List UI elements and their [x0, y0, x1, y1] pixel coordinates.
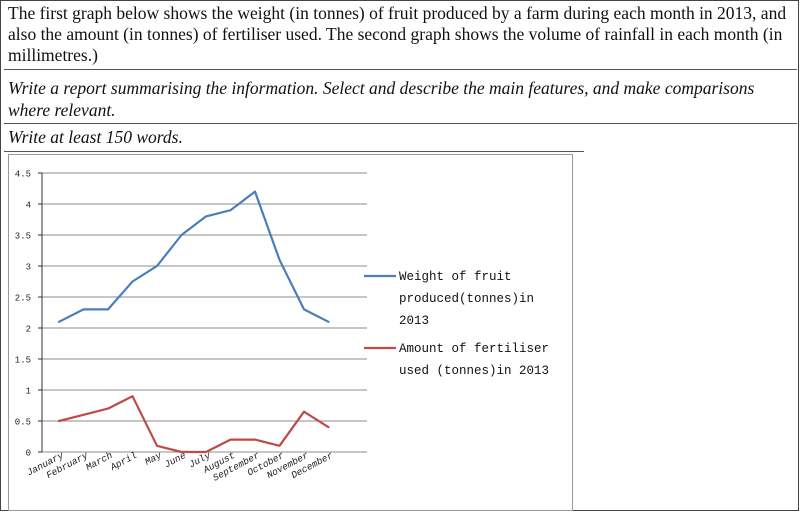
legend-label: 2013 — [399, 314, 429, 328]
instruction-text: Write a report summarising the informati… — [8, 78, 755, 120]
y-tick-label: 4 — [26, 201, 31, 211]
y-tick-label: 1.5 — [15, 356, 31, 366]
y-tick-label: 2.5 — [15, 294, 31, 304]
task-instructions: Write a report summarising the informati… — [8, 77, 798, 121]
divider — [4, 69, 797, 70]
y-tick-label: 3 — [26, 263, 31, 273]
legend-label: Amount of fertiliser — [399, 342, 549, 356]
divider — [4, 151, 584, 152]
axes — [38, 172, 43, 453]
word-count-wrap: Write at least 150 words. — [8, 126, 798, 148]
x-tick-label: April — [108, 450, 139, 474]
y-tick-labels: 0 0.5 1 1.5 2 2.5 3 3.5 4 4.5 — [15, 170, 31, 459]
legend-label: used (tonnes)in 2013 — [399, 364, 549, 378]
task-description: The first graph below shows the weight (… — [8, 3, 798, 66]
legend-label: Weight of fruit — [399, 270, 512, 284]
series-line — [57, 395, 330, 454]
data-series — [57, 190, 330, 454]
series-line — [57, 190, 330, 323]
line-chart: 0 0.5 1 1.5 2 2.5 3 3.5 4 4.5 JanuaryFebruaryMarc… — [15, 170, 549, 484]
y-tick-label: 2 — [26, 325, 31, 335]
y-tick-label: 0 — [26, 449, 31, 459]
divider — [4, 123, 797, 124]
legend-label: produced(tonnes)in — [399, 292, 534, 306]
legend: Weight of fruit produced(tonnes)in 2013 Amo… — [364, 270, 549, 378]
grid-lines — [42, 172, 367, 453]
y-tick-label: 1 — [26, 387, 31, 397]
y-tick-label: 4.5 — [15, 170, 31, 180]
y-tick-label: 3.5 — [15, 232, 31, 242]
chart-container: 0 0.5 1 1.5 2 2.5 3 3.5 4 4.5 January February Marc… — [8, 154, 573, 511]
y-tick-label: 0.5 — [15, 418, 31, 428]
word-count-text: Write at least 150 words. — [8, 127, 183, 147]
description-text: The first graph below shows the weight (… — [8, 3, 787, 65]
